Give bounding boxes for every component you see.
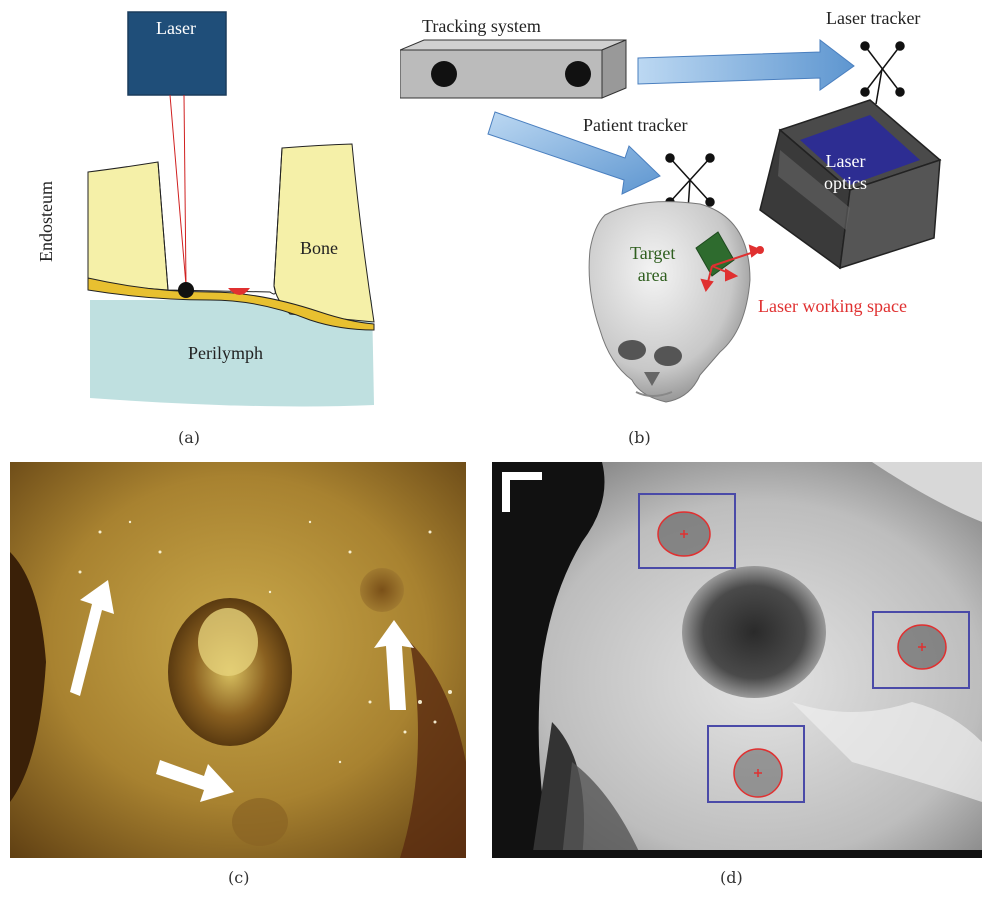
endosteum-layer (87, 277, 375, 331)
perilymph-label: Perilymph (188, 343, 263, 363)
white-arrow-bottom (156, 760, 234, 802)
arrow-to-patient-tracker (487, 111, 661, 195)
ablation-spot-red (228, 288, 250, 295)
laser-optics-device (759, 99, 942, 270)
laser-tracker-label: Laser tracker (826, 8, 921, 28)
laser-beam-right (183, 94, 187, 286)
tracking-system-device (399, 39, 627, 99)
detection-box-3 (707, 725, 805, 803)
panel-b-diagram: Tracking system Laser tracker Patient tr… (399, 0, 984, 420)
panel-b-svg (399, 38, 942, 403)
laser-beam-left (169, 94, 187, 286)
depth-map-image (492, 462, 982, 858)
arrow-to-laser-tracker (637, 38, 855, 91)
caption-d: (d) (720, 868, 743, 887)
ablation-spot-black (178, 282, 194, 298)
cavity-outline (157, 147, 283, 295)
laser-label: Laser (156, 18, 196, 38)
patient-tracker-label: Patient tracker (583, 115, 688, 135)
detection-box-2 (872, 611, 970, 689)
endoscopic-photo (10, 462, 466, 858)
perilymph-region (90, 300, 374, 407)
laser-tracker-marker (860, 41, 905, 105)
endosteum-label: Endosteum (36, 181, 56, 262)
tracking-system-label: Tracking system (422, 16, 541, 36)
laser-working-space-label: Laser working space (758, 296, 907, 316)
target-area-label: Target area (630, 243, 676, 285)
laser-box (127, 11, 227, 96)
bone-left (87, 161, 169, 291)
caption-a: (a) (178, 428, 201, 447)
panel-a-diagram: Laser Bone Endosteum Perilymph (36, 0, 390, 420)
bone-right (273, 143, 375, 323)
laser-working-space-axes (700, 244, 764, 293)
skull-model (588, 201, 751, 403)
panel-d-svg (492, 462, 982, 858)
caption-b: (b) (628, 428, 651, 447)
corner-bracket (502, 472, 542, 512)
target-area-patch (695, 231, 735, 277)
panel-c-svg (10, 462, 466, 858)
white-arrow-right (374, 620, 414, 710)
detection-box-1 (638, 493, 736, 569)
caption-c: (c) (228, 868, 250, 887)
bone-label: Bone (300, 238, 338, 258)
panel-a-svg (87, 11, 375, 407)
white-arrow-upper-left (70, 580, 114, 696)
laser-optics-label: Laser optics (824, 151, 867, 193)
